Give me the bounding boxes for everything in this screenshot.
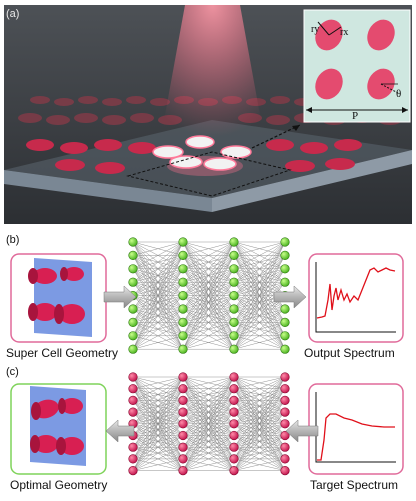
ry-label: ry [311, 24, 320, 35]
node-pink [128, 372, 138, 382]
node-pink [229, 454, 239, 464]
arrow-c-in [285, 419, 319, 443]
node-pink [229, 419, 239, 429]
node-pink [178, 466, 188, 476]
node-green [280, 304, 290, 314]
node-pink [178, 442, 188, 452]
node-green [178, 304, 188, 314]
node-green [229, 250, 239, 260]
node-pink [280, 372, 290, 382]
node-pink [229, 384, 239, 394]
output-spectrum-label: Output Spectrum [304, 346, 395, 360]
theta-label: θ [396, 88, 402, 100]
node-green [128, 317, 138, 328]
node-pink [280, 454, 290, 464]
panel-b-tag: (b) [6, 234, 20, 246]
node-green [280, 277, 290, 287]
node-pink [229, 430, 239, 441]
node-pink [178, 407, 188, 417]
node-green [128, 331, 138, 341]
supercell-geometry-box [10, 253, 107, 343]
arrow-b-out [273, 285, 307, 309]
node-pink [280, 384, 290, 394]
node-pink [128, 395, 138, 406]
node-pink [128, 384, 138, 394]
network-c-nodes [128, 372, 290, 476]
optimal-geometry-label: Optimal Geometry [10, 478, 108, 492]
node-green [128, 250, 138, 260]
node-pink [128, 442, 138, 452]
target-spectrum-box [308, 383, 404, 475]
node-pink [280, 419, 290, 429]
node-pink [178, 430, 188, 441]
period-label: P [352, 110, 359, 122]
node-pink [178, 395, 188, 406]
node-pink [280, 442, 290, 452]
node-green [178, 250, 188, 260]
node-pink [128, 466, 138, 476]
node-green [178, 277, 188, 287]
node-green [178, 237, 188, 247]
node-green [128, 304, 138, 314]
node-green [128, 344, 138, 354]
node-green [178, 264, 188, 274]
node-green [229, 291, 239, 301]
node-pink [229, 442, 239, 452]
node-pink [178, 384, 188, 394]
output-spectrum-box [308, 253, 404, 343]
node-green [229, 277, 239, 287]
node-green [280, 264, 290, 274]
node-pink [280, 395, 290, 406]
node-green [178, 317, 188, 328]
node-green [178, 291, 188, 301]
node-green [128, 237, 138, 247]
supercell-geometry-label: Super Cell Geometry [6, 346, 119, 360]
panel-a-render [4, 5, 412, 224]
node-green [229, 344, 239, 354]
node-pink [128, 407, 138, 417]
arrow-b-in [103, 285, 137, 309]
node-green [280, 331, 290, 341]
optimal-geometry-box [10, 383, 107, 475]
node-green [280, 344, 290, 354]
node-green [229, 304, 239, 314]
node-green [229, 331, 239, 341]
node-green [128, 264, 138, 274]
node-pink [229, 407, 239, 417]
unit-cell-inset [303, 9, 411, 123]
rx-label: rx [340, 27, 349, 38]
node-green [280, 250, 290, 260]
node-green [280, 237, 290, 247]
node-green [178, 331, 188, 341]
node-green [280, 317, 290, 328]
node-pink [229, 466, 239, 476]
node-pink [128, 454, 138, 464]
target-spectrum-curve [317, 413, 395, 461]
node-green [128, 277, 138, 287]
node-pink [280, 407, 290, 417]
panel-a-tag: (a) [6, 8, 20, 20]
panel-c-tag: (c) [6, 366, 19, 378]
output-spectrum-curve [316, 267, 396, 319]
network-edges [132, 241, 286, 471]
node-green [229, 237, 239, 247]
arrow-c-out [105, 419, 135, 443]
node-pink [229, 395, 239, 406]
node-pink [280, 430, 290, 441]
target-spectrum-label: Target Spectrum [310, 478, 399, 492]
node-pink [229, 372, 239, 382]
node-pink [178, 454, 188, 464]
node-green [229, 264, 239, 274]
node-pink [178, 419, 188, 429]
node-pink [178, 372, 188, 382]
node-green [229, 317, 239, 328]
node-green [178, 344, 188, 354]
node-pink [280, 466, 290, 476]
